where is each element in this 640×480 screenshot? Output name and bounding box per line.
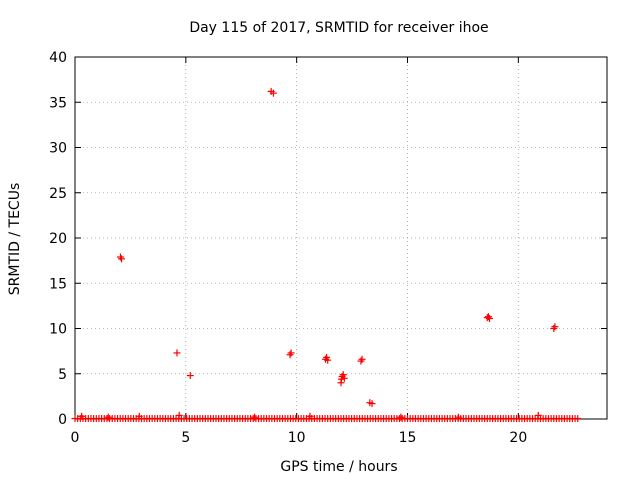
data-point bbox=[484, 313, 492, 321]
data-point bbox=[78, 412, 86, 420]
y-tick-label: 40 bbox=[49, 50, 67, 66]
data-point bbox=[287, 349, 295, 357]
data-point bbox=[135, 412, 143, 420]
data-point bbox=[550, 325, 558, 332]
y-tick-label: 5 bbox=[58, 367, 67, 383]
data-point bbox=[339, 371, 347, 379]
data-point bbox=[104, 413, 112, 421]
y-tick-label: 25 bbox=[49, 186, 67, 202]
x-tick-label: 10 bbox=[288, 430, 306, 446]
x-tick-label: 15 bbox=[399, 430, 417, 446]
data-point bbox=[340, 374, 348, 382]
data-point bbox=[454, 413, 462, 421]
data-point bbox=[251, 413, 259, 421]
y-tick-label: 35 bbox=[49, 95, 67, 111]
data-point bbox=[175, 411, 183, 419]
x-tick-label: 20 bbox=[509, 430, 527, 446]
data-point bbox=[397, 413, 405, 421]
x-tick-label: 5 bbox=[181, 430, 190, 446]
data-point bbox=[269, 89, 277, 97]
data-point bbox=[357, 357, 365, 365]
chart-title: Day 115 of 2017, SRMTID for receiver iho… bbox=[189, 20, 488, 36]
grid-lines bbox=[75, 57, 607, 419]
data-points bbox=[71, 87, 582, 423]
data-point bbox=[324, 356, 332, 364]
data-point bbox=[306, 412, 314, 420]
y-axis-label: SRMTID / TECUs bbox=[7, 183, 23, 296]
data-point bbox=[551, 323, 559, 331]
y-tick-label: 15 bbox=[49, 276, 67, 292]
axes: 0 5 10 15 20 0 5 10 15 20 25 30 35 40 bbox=[49, 50, 608, 446]
y-tick-label: 0 bbox=[58, 412, 67, 428]
baseline-point bbox=[574, 415, 582, 423]
x-tick-label: 0 bbox=[71, 430, 80, 446]
data-point bbox=[534, 411, 542, 419]
data-point bbox=[286, 351, 294, 359]
data-point bbox=[358, 355, 366, 363]
x-axis-label: GPS time / hours bbox=[280, 459, 397, 475]
y-tick-label: 30 bbox=[49, 141, 67, 157]
data-point bbox=[368, 400, 376, 408]
data-point bbox=[116, 253, 124, 261]
y-tick-label: 20 bbox=[49, 231, 67, 247]
y-tick-label: 10 bbox=[49, 322, 67, 338]
data-point bbox=[173, 349, 181, 357]
data-point bbox=[486, 315, 494, 323]
data-point bbox=[118, 255, 126, 263]
data-point bbox=[186, 372, 194, 380]
